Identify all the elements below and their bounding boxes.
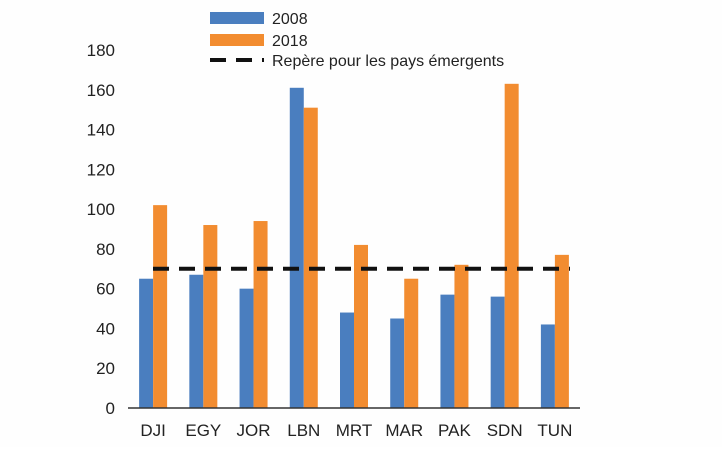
legend-label: 2008 [272,11,308,28]
x-tick-label: JOR [237,421,271,440]
bar-2008-PAK [440,294,455,408]
bar-2008-EGY [189,274,204,408]
x-tick-label: TUN [537,421,572,440]
legend-label: 2018 [272,33,308,50]
bar-2018-SDN [504,83,519,409]
y-tick-label: 80 [96,240,115,259]
bar-2018-MRT [354,244,368,408]
y-tick-label: 120 [87,160,115,179]
x-tick-label: MRT [336,421,373,440]
bar-2018-PAK [454,264,469,408]
x-tick-label: DJI [140,421,166,440]
bar-2018-EGY [203,225,218,408]
x-tick-label: MAR [385,421,423,440]
bar-2008-MAR [390,318,405,408]
x-tick-label: LBN [287,421,320,440]
legend-swatch-2008 [210,12,264,24]
bar-2018-LBN [303,107,318,408]
legend-swatch-2018 [210,34,264,46]
bar-2008-DJI [139,278,154,408]
y-tick-label: 0 [106,399,115,418]
bar-2008-MRT [340,312,354,408]
y-tick-label: 160 [87,81,115,100]
bar-2008-LBN [289,87,304,409]
bar-2008-TUN [540,324,555,408]
bar-2008-JOR [239,288,254,408]
bar-2018-DJI [153,205,168,408]
y-tick-label: 60 [96,280,115,299]
bar-2018-MAR [404,278,419,408]
x-tick-label: EGY [185,421,221,440]
y-tick-label: 40 [96,319,115,338]
y-tick-label: 180 [87,41,115,60]
legend-label: Repère pour les pays émergents [272,53,504,70]
bar-2018-TUN [554,254,569,408]
x-tick-label: PAK [438,421,471,440]
y-tick-label: 140 [87,121,115,140]
bar-2008-SDN [490,296,505,408]
y-tick-label: 20 [96,359,115,378]
bar-2018-JOR [253,221,268,408]
y-tick-label: 100 [87,200,115,219]
x-tick-label: SDN [487,421,523,440]
